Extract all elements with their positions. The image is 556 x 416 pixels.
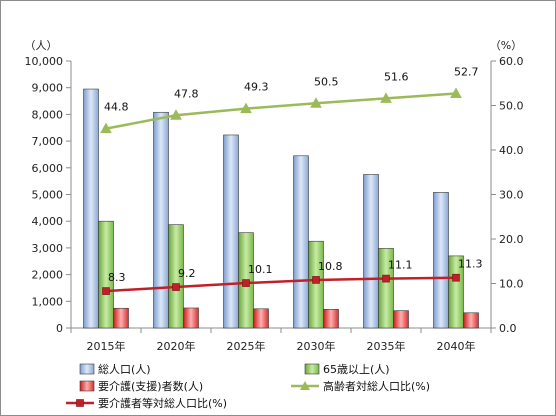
y-left-tick-label: 8,000 bbox=[32, 108, 64, 121]
point-aged-ratio bbox=[380, 92, 392, 103]
y-right-tick-label: 40.0 bbox=[499, 144, 524, 157]
bar-care-need bbox=[183, 307, 199, 329]
bar-total-population bbox=[363, 174, 379, 329]
y-left-tick-label: 5,000 bbox=[32, 189, 64, 202]
y-left-tick-label: 0 bbox=[56, 322, 63, 335]
legend-item: 高齢者対総人口比(%) bbox=[291, 379, 430, 393]
y-right-tick-label: 0.0 bbox=[499, 322, 517, 335]
legend: 総人口(人) 65歳以上(人) 要介護(支援)者数(人) 高齢者対総人口比(%) 要介護… bbox=[66, 362, 430, 410]
x-tick-label: 2040年 bbox=[437, 339, 476, 353]
line-care-ratio bbox=[105, 276, 457, 293]
bar-total-population bbox=[153, 111, 169, 329]
bar-aged-65-plus bbox=[378, 248, 394, 329]
bar-care-need bbox=[393, 310, 409, 329]
data-label-care-ratio: 8.3 bbox=[108, 271, 126, 284]
bars-group bbox=[83, 88, 479, 329]
y-left-unit: （人） bbox=[25, 39, 58, 52]
data-label-aged-ratio: 47.8 bbox=[174, 87, 199, 100]
point-care-ratio bbox=[242, 279, 250, 287]
legend-marker bbox=[300, 381, 310, 390]
legend-item: 要介護(支援)者数(人) bbox=[79, 379, 203, 393]
bar-care-need bbox=[463, 312, 479, 329]
data-label-care-ratio: 11.1 bbox=[388, 259, 413, 272]
bar-total-population bbox=[83, 88, 99, 329]
y-right-tick-label: 30.0 bbox=[499, 189, 524, 202]
bar-care-need bbox=[113, 307, 129, 329]
y-right-tick-label: 50.0 bbox=[499, 100, 524, 113]
lines-group bbox=[100, 87, 462, 295]
y-right-tick-label: 20.0 bbox=[499, 233, 524, 246]
bar-care-need bbox=[323, 309, 339, 329]
x-tick-label: 2025年 bbox=[227, 339, 266, 353]
y-left-tick-label: 1,000 bbox=[32, 295, 64, 308]
y-right-tick-label: 60.0 bbox=[499, 55, 524, 68]
point-care-ratio bbox=[312, 276, 320, 284]
bar-aged-65-plus bbox=[168, 224, 184, 329]
point-care-ratio bbox=[452, 273, 460, 282]
legend-item: 要介護者等対総人口比(%) bbox=[66, 396, 227, 410]
legend-label: 総人口(人) bbox=[98, 362, 151, 376]
point-aged-ratio bbox=[170, 109, 182, 120]
x-tick-label: 2035年 bbox=[367, 339, 406, 353]
y-left-tick-label: 10,000 bbox=[25, 55, 64, 68]
legend-swatch bbox=[304, 363, 320, 375]
point-care-ratio bbox=[172, 283, 180, 291]
data-label-aged-ratio: 52.7 bbox=[454, 65, 479, 78]
point-care-ratio bbox=[382, 274, 390, 283]
y-left-tick-label: 9,000 bbox=[32, 82, 64, 95]
point-aged-ratio bbox=[310, 97, 322, 108]
legend-swatch bbox=[79, 363, 95, 375]
bar-total-population bbox=[223, 134, 239, 329]
data-label-care-ratio: 9.2 bbox=[178, 267, 196, 280]
x-tick-label: 2030年 bbox=[297, 339, 336, 353]
bar-aged-65-plus bbox=[308, 240, 324, 329]
y-left-tick-label: 3,000 bbox=[32, 242, 64, 255]
data-label-care-ratio: 10.8 bbox=[318, 260, 343, 273]
point-aged-ratio bbox=[100, 122, 112, 134]
legend-label: 高齢者対総人口比(%) bbox=[323, 379, 430, 393]
point-care-ratio bbox=[102, 287, 110, 295]
data-labels-group: 44.8 47.8 49.3 50.5 51.6 52.7 8.3 9.2 10.1 10.8 11… bbox=[104, 65, 483, 284]
data-label-aged-ratio: 51.6 bbox=[384, 70, 409, 83]
data-label-aged-ratio: 49.3 bbox=[244, 81, 269, 94]
line-aged-ratio bbox=[105, 92, 457, 130]
x-tick-label: 2020年 bbox=[157, 339, 196, 353]
legend-label: 65歳以上(人) bbox=[323, 363, 390, 376]
legend-marker bbox=[76, 399, 84, 407]
bar-care-need bbox=[253, 308, 269, 329]
bar-total-population bbox=[293, 155, 309, 329]
y-left-tick-label: 2,000 bbox=[32, 269, 64, 282]
y-left-tick-label: 7,000 bbox=[32, 135, 64, 148]
axes-group: 0 1,000 2,000 3,000 4,000 5,000 6,000 7,000 8,00… bbox=[25, 39, 524, 353]
y-left-tick-label: 4,000 bbox=[32, 215, 64, 228]
legend-item: 総人口(人) bbox=[79, 362, 151, 376]
point-aged-ratio bbox=[240, 102, 252, 114]
point-aged-ratio bbox=[450, 87, 462, 98]
legend-item: 65歳以上(人) bbox=[304, 363, 390, 376]
legend-swatch bbox=[79, 380, 95, 392]
legend-label: 要介護(支援)者数(人) bbox=[98, 379, 203, 393]
y-right-unit: （%） bbox=[490, 39, 522, 52]
x-tick-label: 2015年 bbox=[87, 339, 126, 353]
bar-aged-65-plus bbox=[98, 220, 114, 329]
data-label-care-ratio: 11.3 bbox=[458, 258, 483, 271]
y-left-tick-label: 6,000 bbox=[32, 162, 64, 175]
data-label-aged-ratio: 44.8 bbox=[104, 101, 129, 114]
data-label-care-ratio: 10.1 bbox=[248, 263, 273, 276]
legend-label: 要介護者等対総人口比(%) bbox=[98, 396, 227, 410]
bar-total-population bbox=[433, 192, 449, 329]
y-right-tick-label: 10.0 bbox=[499, 278, 524, 291]
data-label-aged-ratio: 50.5 bbox=[314, 75, 339, 88]
